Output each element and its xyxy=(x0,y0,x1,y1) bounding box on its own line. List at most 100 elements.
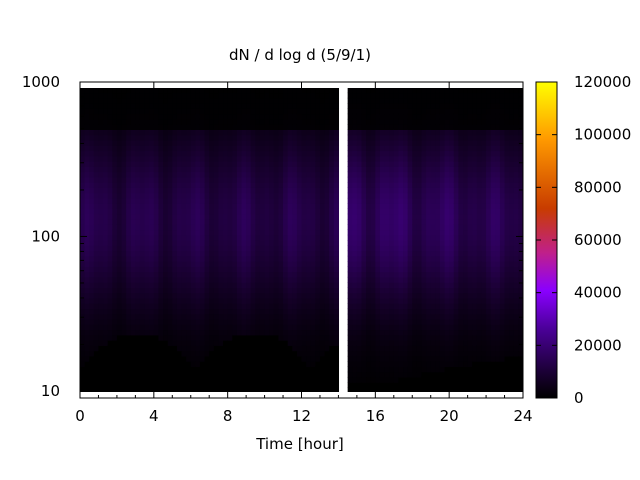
heatmap-cell xyxy=(89,92,95,99)
heatmap-cell xyxy=(403,150,409,157)
heatmap-cell xyxy=(204,161,210,167)
heatmap-cell xyxy=(439,334,446,341)
heatmap-cell xyxy=(301,387,307,394)
heatmap-cell xyxy=(430,261,436,267)
heatmap-cell xyxy=(347,208,353,215)
heatmap-cell xyxy=(393,208,399,215)
heatmap-cell xyxy=(241,187,247,194)
heatmap-cell xyxy=(412,234,418,241)
heatmap-cell xyxy=(467,129,473,136)
heatmap-cell xyxy=(130,355,136,362)
heatmap-cell xyxy=(190,139,196,146)
heatmap-cell xyxy=(329,124,335,130)
heatmap-cell xyxy=(93,261,100,267)
heatmap-cell xyxy=(195,108,201,115)
heatmap-cell xyxy=(375,224,381,231)
heatmap-cell xyxy=(241,229,247,236)
heatmap-cell xyxy=(430,361,436,367)
heatmap-cell xyxy=(144,366,150,373)
heatmap-cell xyxy=(366,87,372,94)
heatmap-cell xyxy=(163,224,169,231)
heatmap-cell xyxy=(232,313,238,320)
heatmap-cell xyxy=(347,297,353,304)
heatmap-cell xyxy=(407,245,413,252)
heatmap-cell xyxy=(435,276,441,283)
heatmap-cell xyxy=(259,87,266,94)
heatmap-cell xyxy=(89,224,95,231)
heatmap-cell xyxy=(80,166,86,173)
heatmap-cell xyxy=(130,340,136,346)
heatmap-cell xyxy=(139,182,146,188)
heatmap-cell xyxy=(209,208,215,215)
heatmap-cell xyxy=(213,240,220,246)
heatmap-cell xyxy=(366,250,372,257)
heatmap-cell xyxy=(306,155,312,162)
heatmap-cell xyxy=(167,150,173,157)
heatmap-cell xyxy=(370,134,376,141)
heatmap-cell xyxy=(250,234,256,241)
heatmap-cell xyxy=(306,171,312,178)
heatmap-cell xyxy=(107,255,113,262)
heatmap-cell xyxy=(361,308,367,315)
heatmap-cell xyxy=(301,303,307,310)
heatmap-cell xyxy=(153,382,160,389)
heatmap-cell xyxy=(190,350,196,357)
heatmap-cell xyxy=(273,113,280,120)
heatmap-cell xyxy=(130,371,136,378)
heatmap-cell xyxy=(227,345,233,352)
heatmap-cell xyxy=(144,108,150,115)
heatmap-cell xyxy=(435,376,441,383)
heatmap-cell xyxy=(315,139,321,146)
heatmap-cell xyxy=(121,103,127,109)
heatmap-cell xyxy=(227,308,233,315)
heatmap-cell xyxy=(296,371,303,378)
heatmap-cell xyxy=(269,250,275,257)
heatmap-cell xyxy=(186,97,192,104)
heatmap-cell xyxy=(126,150,132,157)
heatmap-cell xyxy=(292,87,298,94)
heatmap-cell xyxy=(236,92,243,99)
heatmap-cell xyxy=(84,319,90,325)
heatmap-cell xyxy=(209,240,215,246)
heatmap-cell xyxy=(324,287,330,294)
heatmap-cell xyxy=(236,334,243,341)
heatmap-cell xyxy=(273,292,280,299)
heatmap-cell xyxy=(273,103,280,109)
heatmap-cell xyxy=(89,355,95,362)
heatmap-cell xyxy=(393,197,399,204)
heatmap-cell xyxy=(458,139,464,146)
heatmap-cell xyxy=(84,287,90,294)
heatmap-cell xyxy=(287,361,293,367)
heatmap-cell xyxy=(84,213,90,220)
heatmap-cell xyxy=(356,271,363,278)
heatmap-cell xyxy=(366,334,372,341)
heatmap-cell xyxy=(126,345,132,352)
heatmap-cell xyxy=(223,297,229,304)
heatmap-cell xyxy=(453,340,459,346)
heatmap-cell xyxy=(112,176,118,183)
heatmap-cell xyxy=(435,97,441,104)
heatmap-cell xyxy=(167,245,173,252)
heatmap-cell xyxy=(259,234,266,241)
heatmap-cell xyxy=(463,87,469,94)
heatmap-cell xyxy=(361,87,367,94)
heatmap-cell xyxy=(375,361,381,367)
heatmap-cell xyxy=(264,176,270,183)
heatmap-cell xyxy=(135,103,141,109)
heatmap-cell xyxy=(389,161,395,167)
heatmap-cell xyxy=(403,297,409,304)
heatmap-cell xyxy=(130,287,136,294)
heatmap-cell xyxy=(361,240,367,246)
heatmap-cell xyxy=(310,187,316,194)
heatmap-cell xyxy=(186,161,192,167)
heatmap-cell xyxy=(232,329,238,336)
heatmap-cell xyxy=(149,266,155,273)
heatmap-cell xyxy=(407,197,413,204)
heatmap-cell xyxy=(292,287,298,294)
heatmap-cell xyxy=(306,203,312,209)
heatmap-cell xyxy=(356,234,363,241)
heatmap-cell xyxy=(107,161,113,167)
heatmap-cell xyxy=(80,366,86,373)
heatmap-cell xyxy=(116,224,123,231)
heatmap-cell xyxy=(407,255,413,262)
